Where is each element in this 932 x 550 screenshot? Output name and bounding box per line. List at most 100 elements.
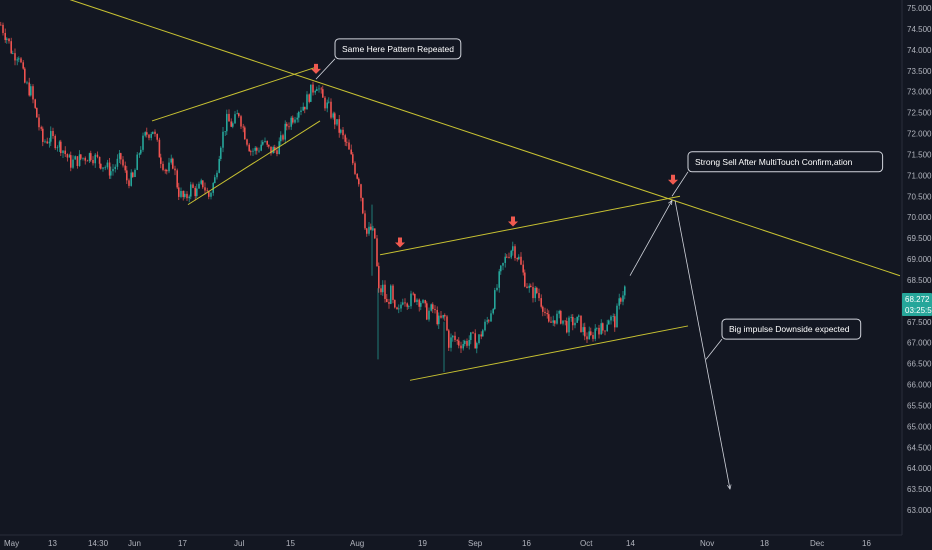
candle-body [276, 150, 278, 155]
candle-body [312, 84, 314, 93]
time-tick-label: 15 [286, 539, 295, 548]
candle-body [68, 155, 71, 158]
candle-body [334, 113, 336, 125]
candle-body [606, 324, 608, 332]
candle-body [442, 315, 444, 318]
price-tick-label: 66.000 [907, 381, 932, 390]
candle-body [216, 172, 218, 178]
candle-body [30, 86, 32, 96]
candle-body [300, 110, 302, 112]
candle-body [46, 141, 48, 144]
candle-body [438, 315, 440, 325]
candle-body [310, 84, 312, 102]
candle-body [434, 309, 436, 311]
price-tick-label: 67.500 [907, 318, 932, 327]
candle-body [136, 154, 138, 170]
candle-body [404, 302, 406, 304]
price-tick-label: 73.000 [907, 88, 932, 97]
time-tick-label: 17 [178, 539, 187, 548]
candle-body [406, 303, 408, 307]
candle-body [614, 316, 616, 328]
candle-body [236, 113, 238, 115]
candle-body [194, 187, 196, 197]
candle-body [464, 340, 466, 345]
candle-body [570, 317, 572, 318]
price-tick-label: 63.000 [907, 506, 932, 515]
time-tick-label: Jun [128, 539, 141, 548]
candle-body [328, 101, 330, 103]
callout-box [687, 151, 884, 173]
current-price-tag [902, 293, 932, 316]
price-tick-label: 65.500 [907, 401, 932, 410]
candle-body [566, 320, 568, 333]
candle-body [138, 153, 141, 155]
candle-body [436, 310, 438, 325]
projection-arrow [674, 200, 730, 489]
candle-body [148, 134, 150, 138]
candle-body [304, 106, 306, 110]
candle-body [296, 117, 298, 120]
candle-body [44, 141, 46, 143]
price-tick-label: 72.500 [907, 109, 932, 118]
candle-body [408, 306, 410, 308]
candle-body [344, 135, 346, 142]
candle-body [610, 316, 612, 321]
candle-body [128, 180, 130, 186]
candle-body [66, 154, 69, 158]
candle-body [538, 293, 540, 299]
candle-body [596, 327, 598, 329]
candle-body [456, 339, 458, 341]
time-tick-label: 18 [760, 539, 769, 548]
down-arrow-marker [668, 174, 678, 185]
candle-body [202, 180, 204, 188]
candle-body [338, 119, 340, 133]
candle-body [286, 123, 288, 127]
price-tick-label: 64.000 [907, 464, 932, 473]
candle-body [562, 320, 564, 324]
time-axis[interactable]: May 13 14:30 Jun 17 Jul 15 Aug 19 Sep 16 Oct 14 Nov 18… [0, 534, 902, 548]
current-price-value: 68.272 [905, 295, 930, 304]
time-tick-label: Nov [700, 539, 714, 548]
candle-body [176, 170, 178, 188]
candle-body [74, 156, 76, 160]
candle-body [308, 94, 310, 102]
candle-body [484, 321, 486, 331]
candle-body [0, 24, 2, 26]
candle-body [346, 141, 348, 143]
candle-body [376, 238, 378, 267]
candle-body [390, 285, 392, 304]
candle-body [254, 147, 256, 151]
trendline [69, 0, 901, 277]
candle-body [100, 163, 102, 169]
candle-body [592, 335, 594, 339]
callout-box [334, 38, 462, 60]
candle-body [358, 178, 360, 185]
candle-body [372, 228, 374, 230]
candle-body [298, 111, 300, 118]
candle-body [152, 131, 154, 134]
candle-body [370, 226, 372, 230]
candle-body [478, 334, 480, 344]
candle-body [602, 323, 604, 331]
candle-body [460, 345, 462, 349]
candle-body [198, 183, 200, 189]
candle-body [178, 187, 180, 197]
candle-body [166, 170, 168, 172]
candle-body [384, 284, 386, 299]
candle-body [608, 320, 610, 325]
candle-body [534, 287, 536, 299]
candle-body [388, 302, 390, 304]
price-axis[interactable]: 75.000 74.500 74.000 73.500 73.000 72.500 72.0… [901, 0, 932, 550]
candle-body [320, 88, 322, 90]
candle-body [574, 322, 576, 326]
candle-body [386, 298, 388, 303]
down-arrow-marker [395, 237, 405, 248]
trendline [151, 66, 319, 122]
candle-body [558, 310, 560, 314]
candle-body [56, 147, 59, 149]
candle-body [422, 300, 424, 303]
candle-body [256, 147, 258, 151]
candle-body [98, 156, 101, 164]
candle-body [158, 139, 161, 158]
